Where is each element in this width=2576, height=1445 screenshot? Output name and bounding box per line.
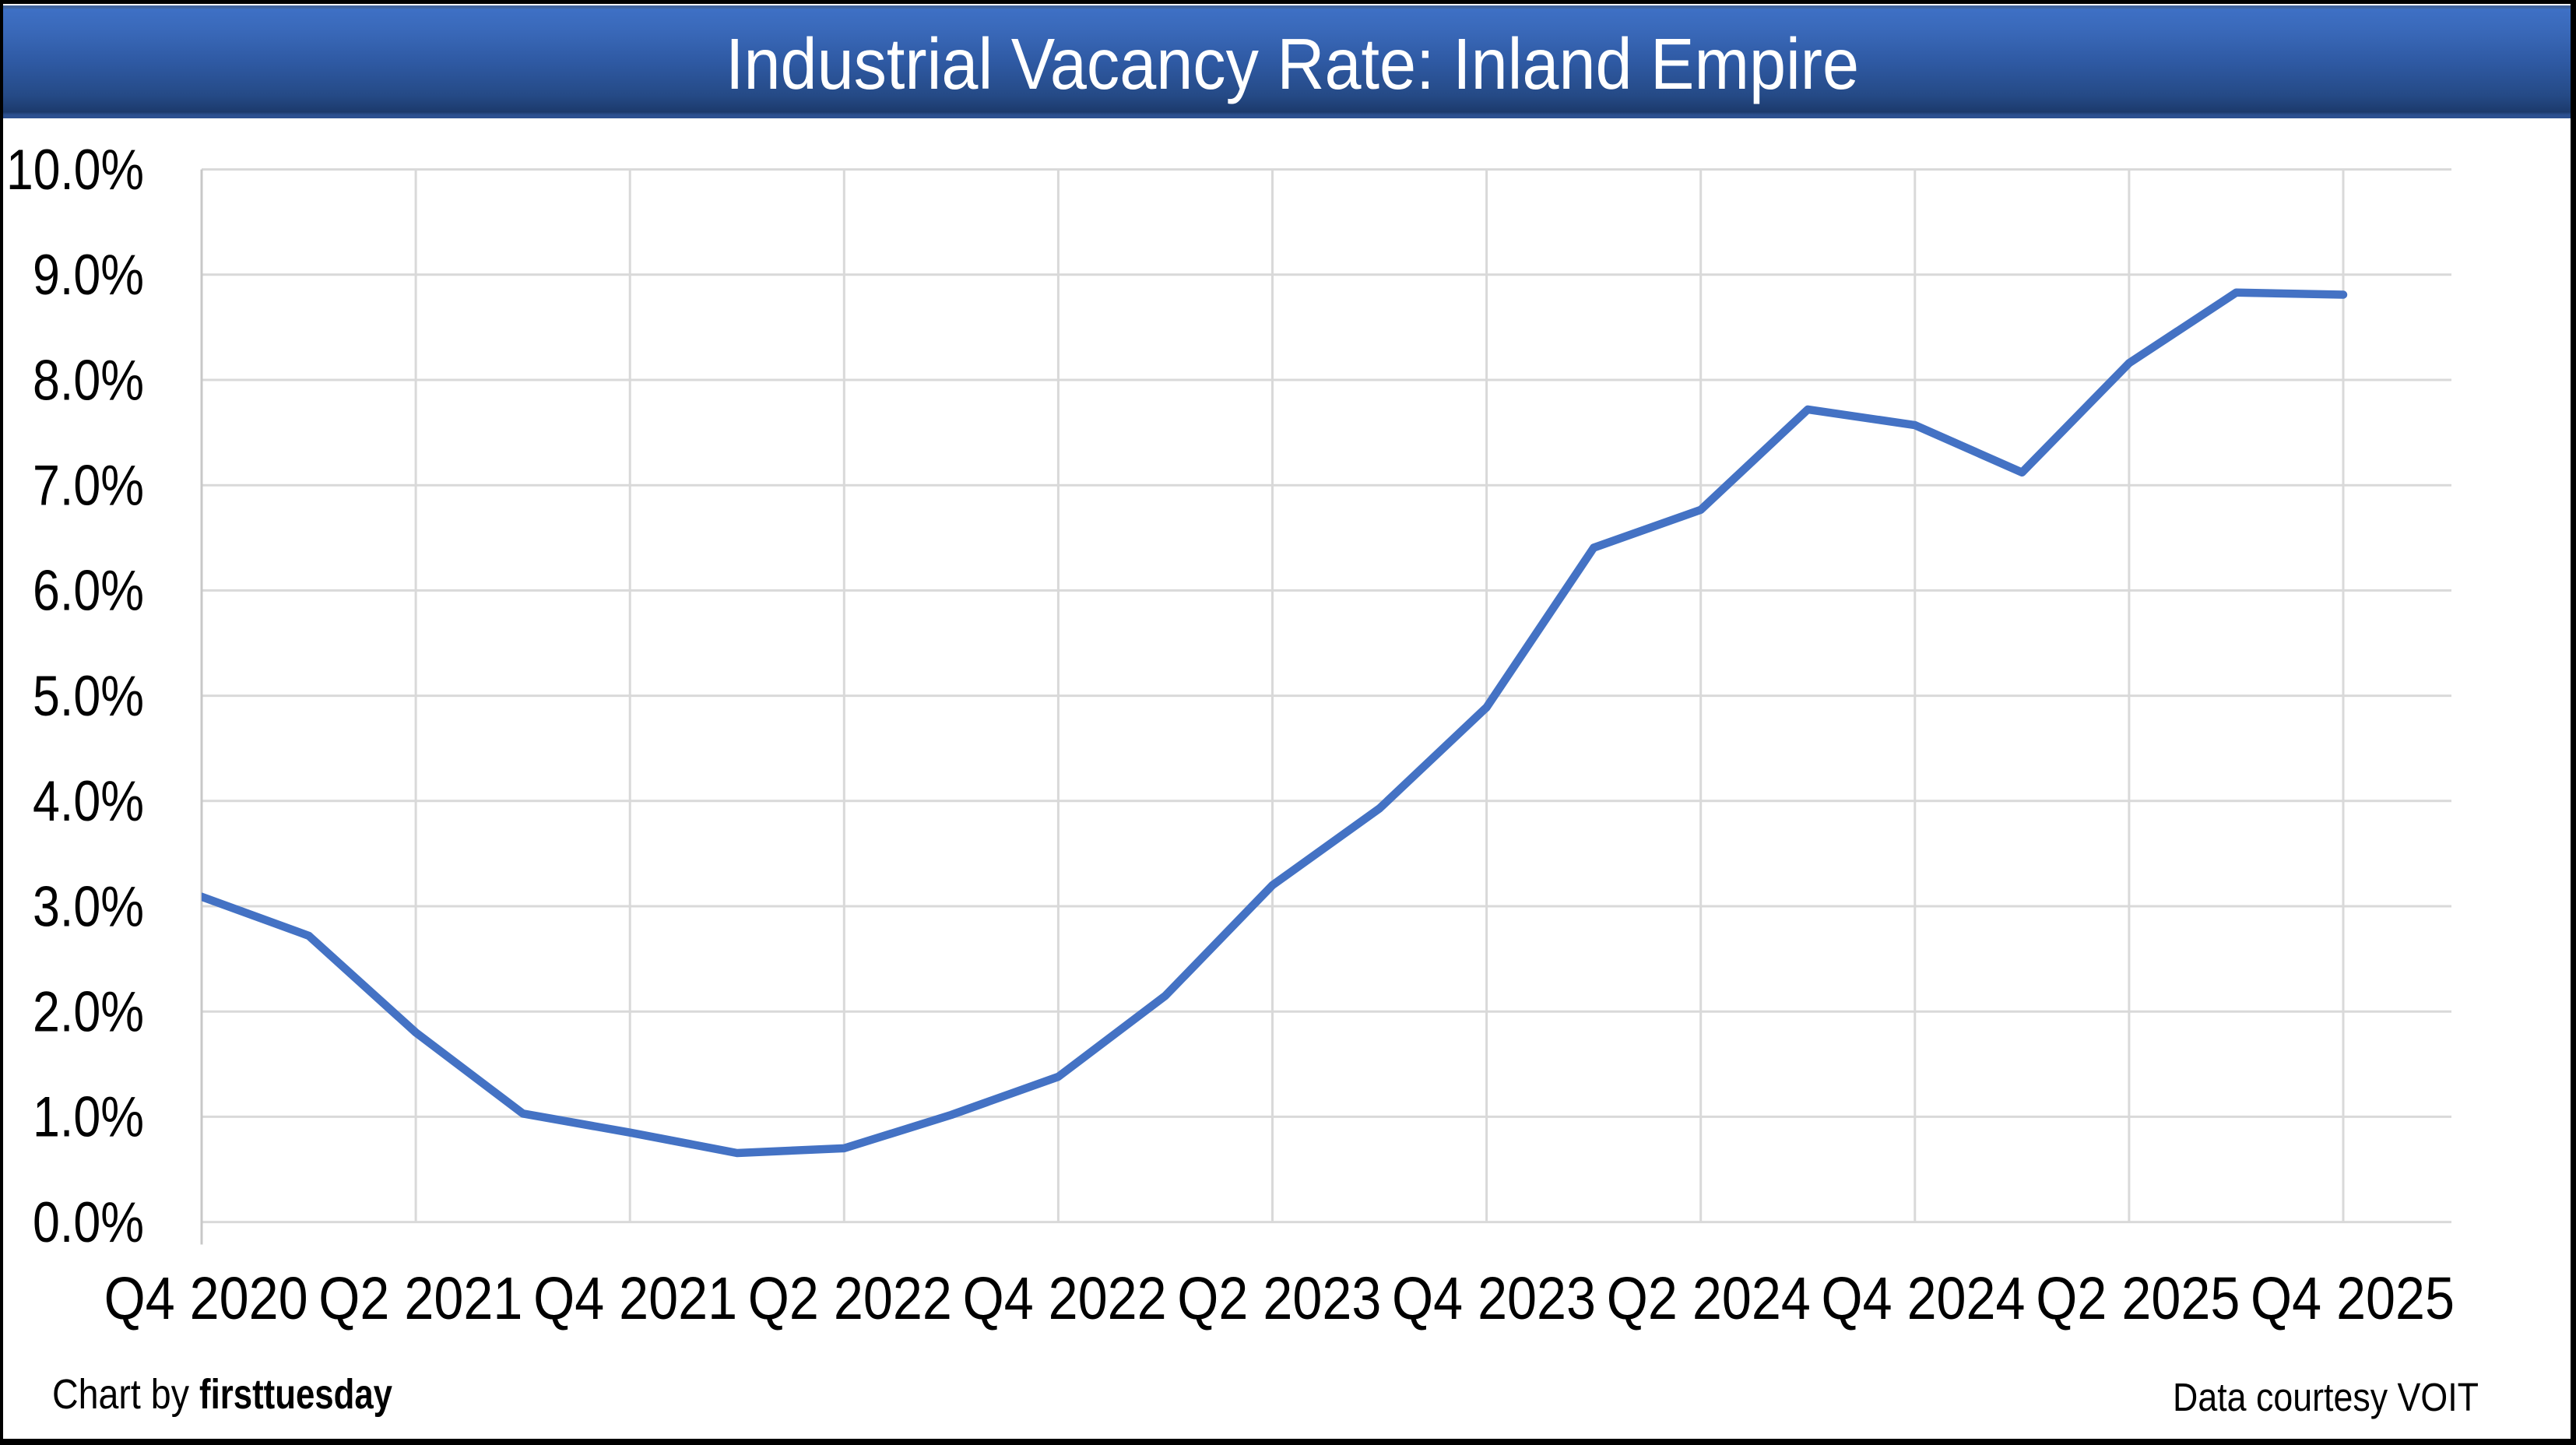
svg-text:6.0%: 6.0% [33,560,144,623]
svg-text:Q4 2025: Q4 2025 [2251,1265,2455,1332]
svg-text:2.0%: 2.0% [33,981,144,1044]
svg-text:0.0%: 0.0% [33,1191,144,1254]
svg-text:7.0%: 7.0% [33,455,144,518]
svg-text:Industrial Vacancy Rate: Inlan: Industrial Vacancy Rate: Inland Empire [726,23,1859,104]
svg-text:4.0%: 4.0% [33,770,144,833]
svg-text:5.0%: 5.0% [33,665,144,728]
svg-text:Q4 2020: Q4 2020 [104,1265,308,1332]
svg-text:Q4 2024: Q4 2024 [1822,1265,2026,1332]
svg-text:Q4 2021: Q4 2021 [533,1265,737,1332]
svg-text:Q4 2023: Q4 2023 [1392,1265,1596,1332]
svg-text:Q2 2021: Q2 2021 [318,1265,522,1332]
svg-text:8.0%: 8.0% [33,349,144,412]
svg-text:Q4 2022: Q4 2022 [963,1265,1167,1332]
svg-text:1.0%: 1.0% [33,1086,144,1149]
svg-text:Q2 2022: Q2 2022 [748,1265,952,1332]
svg-text:Q2 2024: Q2 2024 [1607,1265,1811,1332]
svg-text:Q2 2025: Q2 2025 [2036,1265,2240,1332]
svg-text:3.0%: 3.0% [33,875,144,938]
svg-text:Chart by: Chart by [52,1371,189,1418]
svg-text:Data courtesy VOIT: Data courtesy VOIT [2173,1375,2479,1419]
svg-text:Q2 2023: Q2 2023 [1177,1265,1381,1332]
svg-text:10.0%: 10.0% [6,139,144,202]
svg-text:9.0%: 9.0% [33,244,144,307]
svg-text:firsttuesday: firsttuesday [199,1371,392,1418]
